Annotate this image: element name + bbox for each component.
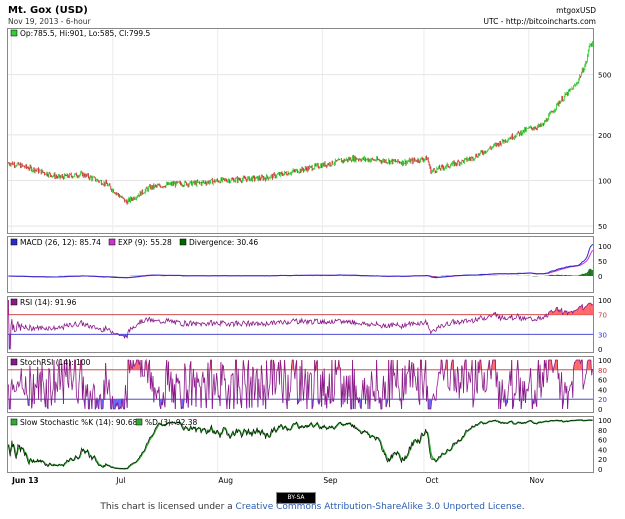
cc-license-badge[interactable]: BY-SA bbox=[276, 492, 316, 504]
x-tick-label: Nov bbox=[529, 476, 544, 485]
slow-stochastic-ytick-label: 100 bbox=[598, 417, 611, 425]
stochrsi-ytick-label: 20 bbox=[598, 396, 607, 404]
price-ytick-label: 50 bbox=[598, 223, 607, 231]
macd-line bbox=[8, 243, 594, 279]
stochrsi-ytick-label: 80 bbox=[598, 367, 607, 375]
macd-ytick-label: 0 bbox=[598, 273, 602, 281]
x-tick-label: Sep bbox=[323, 476, 337, 485]
x-tick-label: Jun 13 bbox=[11, 476, 39, 485]
stochrsi-ytick-label: 0 bbox=[598, 406, 602, 414]
license-notice: This chart is licensed under a Creative … bbox=[0, 502, 625, 512]
x-tick-label: Aug bbox=[218, 476, 233, 485]
macd-ytick-label: 100 bbox=[598, 243, 611, 251]
chart-source: UTC - http://bitcoincharts.com bbox=[484, 17, 596, 26]
price-legend: Op:785.5, Hi:901, Lo:585, Cl:799.5 bbox=[10, 29, 151, 38]
stochrsi-ytick-label: 60 bbox=[598, 377, 607, 385]
slow-stochastic-ytick-label: 60 bbox=[598, 437, 607, 445]
price-ytick-label: 200 bbox=[598, 132, 611, 140]
rsi-line bbox=[8, 299, 593, 350]
slow-stochastic-ytick-label: 20 bbox=[598, 456, 607, 464]
rsi-ytick-label: 100 bbox=[598, 297, 611, 305]
rsi-panel bbox=[7, 296, 594, 353]
slow-stochastic-ytick-label: 0 bbox=[598, 466, 602, 474]
macd-legend-text: MACD (26, 12): 85.74 bbox=[20, 238, 101, 247]
slow-d-legend-text: %D (3): 92.38 bbox=[145, 418, 198, 427]
chart-title: Mt. Gox (USD) bbox=[8, 5, 88, 16]
rsi-ytick-label: 70 bbox=[598, 312, 607, 320]
macd-ytick-label: 50 bbox=[598, 258, 607, 266]
price-legend-text: Op:785.5, Hi:901, Lo:585, Cl:799.5 bbox=[20, 29, 151, 38]
slow-stochastic-ytick-label: 40 bbox=[598, 446, 607, 454]
rsi-legend-text: RSI (14): 91.96 bbox=[20, 298, 77, 307]
license-suffix: . bbox=[521, 502, 525, 512]
macd-panel bbox=[7, 236, 594, 293]
rsi-ytick-label: 0 bbox=[598, 346, 602, 354]
slow-k-legend-text: Slow Stochastic %K (14): 90.68 bbox=[20, 418, 138, 427]
stochrsi-legend-text: StochRSI (14): 100 bbox=[20, 358, 91, 367]
slow-k-line bbox=[8, 419, 593, 470]
x-tick-label: Oct bbox=[425, 476, 438, 485]
stochrsi-ytick-label: 40 bbox=[598, 386, 607, 394]
price-ytick-label: 100 bbox=[598, 177, 611, 185]
chart-symbol: mtgoxUSD bbox=[556, 6, 596, 15]
divergence-legend-text: Divergence: 30.46 bbox=[189, 238, 258, 247]
stochrsi-panel bbox=[7, 356, 594, 413]
stochrsi-line bbox=[8, 358, 593, 411]
price-panel bbox=[7, 28, 594, 234]
macd-legend: MACD (26, 12): 85.74 EXP (9): 55.28 Dive… bbox=[10, 238, 258, 247]
license-prefix: This chart is licensed under a bbox=[100, 502, 236, 512]
price-ytick-label: 500 bbox=[598, 72, 611, 80]
exp-legend-text: EXP (9): 55.28 bbox=[118, 238, 172, 247]
slow-stochastic-ytick-label: 80 bbox=[598, 427, 607, 435]
x-tick-label: Jul bbox=[115, 476, 125, 485]
stochrsi-ytick-label: 100 bbox=[598, 357, 611, 365]
chart-subtitle: Nov 19, 2013 - 6-hour bbox=[8, 17, 91, 26]
rsi-legend: RSI (14): 91.96 bbox=[10, 298, 77, 307]
rsi-ytick-label: 30 bbox=[598, 331, 607, 339]
slow-stochastic-panel bbox=[7, 416, 594, 473]
slow-stochastic-legend: Slow Stochastic %K (14): 90.68 %D (3): 9… bbox=[10, 418, 198, 427]
license-link[interactable]: Creative Commons Attribution-ShareAlike … bbox=[235, 502, 522, 512]
stochrsi-legend: StochRSI (14): 100 bbox=[10, 358, 91, 367]
